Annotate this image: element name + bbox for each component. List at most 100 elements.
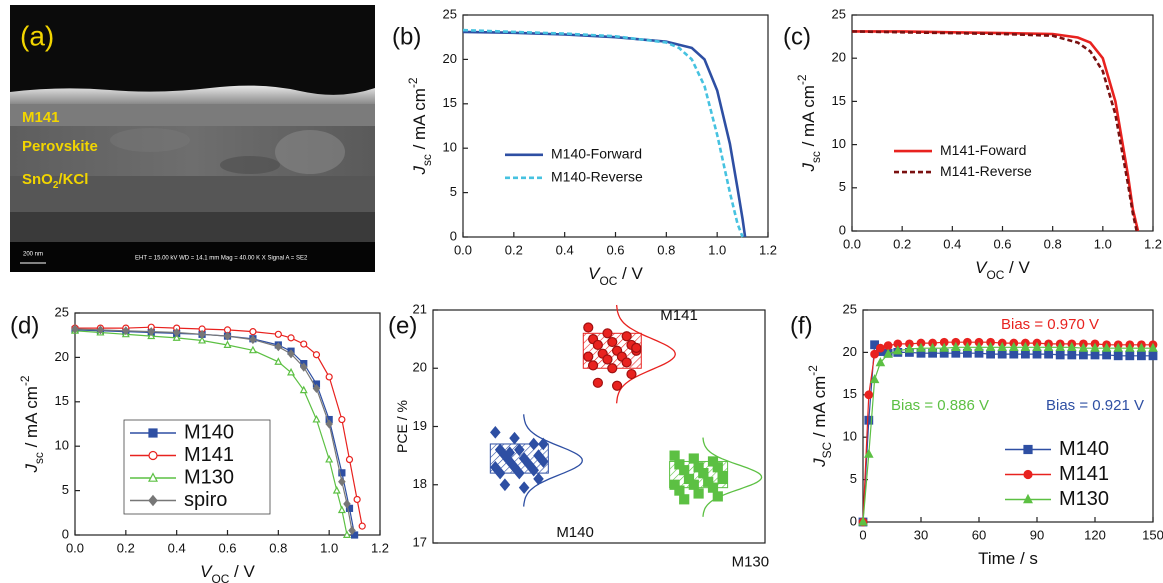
label-part: SC — [820, 441, 834, 458]
marker — [674, 485, 685, 496]
label-part: SnO — [22, 171, 53, 188]
x-tick-label: 0.4 — [943, 236, 961, 251]
y-tick-label: 0 — [850, 513, 857, 528]
marker — [1032, 341, 1042, 351]
marker — [864, 448, 874, 458]
panel-label: (b) — [392, 23, 421, 50]
marker — [1032, 349, 1042, 359]
x-axis-label: VOC / V — [588, 264, 643, 288]
marker — [287, 349, 295, 359]
marker — [528, 437, 540, 451]
x-tick-label: 0.2 — [893, 236, 911, 251]
x-tick-label: 90 — [1030, 527, 1044, 542]
x-axis-label: VOC / V — [200, 562, 255, 583]
y-tick-label: 10 — [443, 140, 457, 155]
layer-label: SnO2/KCl — [22, 171, 88, 191]
label-part: sc — [32, 452, 46, 464]
marker — [626, 368, 637, 380]
marker — [494, 466, 506, 480]
marker — [631, 342, 642, 353]
marker — [172, 327, 181, 338]
marker — [1101, 342, 1112, 352]
marker — [1023, 444, 1033, 455]
marker — [869, 374, 880, 384]
marker — [583, 351, 594, 362]
marker — [249, 328, 257, 336]
marker — [974, 341, 984, 351]
y-tick-label: 25 — [832, 6, 846, 21]
marker — [1055, 341, 1065, 351]
x-tick-label: 1.0 — [320, 540, 338, 555]
marker — [533, 472, 544, 486]
y-tick-label: 5 — [450, 184, 457, 199]
y-tick-label: 20 — [843, 344, 857, 359]
marker — [274, 357, 283, 365]
marker — [300, 340, 308, 348]
marker — [986, 349, 995, 359]
series-line — [74, 330, 348, 536]
annotation: Bias = 0.886 V — [891, 397, 989, 414]
marker — [332, 486, 341, 494]
legend-label: M141-Foward — [940, 142, 1026, 158]
y-tick-label: 20 — [55, 349, 69, 364]
label-part: -2 — [406, 77, 420, 88]
label-part: -2 — [806, 365, 820, 376]
marker — [343, 499, 351, 509]
marker — [325, 454, 334, 463]
series-line — [851, 30, 1138, 232]
marker — [198, 335, 207, 344]
legend-label: M141-Reverse — [940, 163, 1032, 179]
marker — [71, 324, 79, 334]
marker — [693, 488, 704, 499]
marker — [1055, 350, 1065, 360]
legend-label: M141 — [1059, 463, 1109, 485]
marker — [679, 465, 690, 476]
marker — [147, 327, 156, 337]
x-tick-label: 0.4 — [168, 540, 186, 555]
plot-frame — [462, 14, 769, 238]
x-tick-label: 0 — [859, 527, 866, 542]
marker — [287, 334, 295, 342]
legend-label: spiro — [184, 489, 227, 511]
panel-label: (c) — [783, 23, 811, 50]
marker — [712, 462, 723, 473]
x-tick-label: 0.0 — [454, 242, 472, 257]
marker — [883, 341, 893, 351]
marker — [148, 428, 158, 438]
marker — [148, 472, 158, 482]
marker — [883, 348, 893, 358]
marker — [1078, 350, 1088, 360]
x-tick-label: 0.8 — [1044, 236, 1062, 251]
marker — [688, 453, 699, 464]
marker — [1023, 493, 1033, 504]
panel-label: (e) — [388, 312, 417, 339]
marker — [1044, 349, 1054, 359]
y-tick-label: 0 — [839, 222, 846, 237]
x-tick-label: 0.2 — [505, 242, 523, 257]
marker — [122, 326, 130, 336]
y-tick-label: 20 — [832, 50, 846, 65]
marker — [962, 341, 973, 351]
x-tick-label: 0.0 — [66, 540, 84, 555]
x-tick-label: 0.2 — [117, 540, 135, 555]
label-part: J — [799, 163, 818, 173]
y-tick-label: 5 — [850, 471, 857, 486]
marker — [602, 354, 613, 365]
y-tick-label: 5 — [839, 179, 846, 194]
marker — [337, 505, 346, 514]
layer-label: Perovskite — [22, 138, 98, 155]
y-axis-label: PCE / % — [394, 400, 410, 453]
marker — [338, 477, 346, 487]
marker — [342, 530, 351, 538]
x-tick-label: 0.8 — [269, 540, 287, 555]
marker — [583, 322, 594, 333]
marker — [338, 469, 346, 477]
marker — [927, 342, 938, 352]
marker — [864, 415, 874, 425]
series-line — [852, 30, 1140, 232]
y-tick-label: 19 — [413, 418, 427, 433]
legend-label: M140-Forward — [551, 146, 642, 162]
label-part: / V — [229, 562, 255, 581]
series-line — [74, 328, 353, 531]
